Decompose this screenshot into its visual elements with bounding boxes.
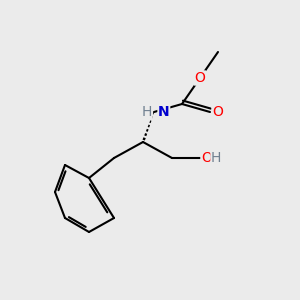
Text: H: H bbox=[211, 151, 221, 165]
Text: O: O bbox=[195, 71, 206, 85]
Text: H: H bbox=[142, 105, 152, 119]
Text: N: N bbox=[158, 105, 169, 119]
Text: O: O bbox=[201, 151, 212, 165]
Text: O: O bbox=[212, 105, 223, 119]
